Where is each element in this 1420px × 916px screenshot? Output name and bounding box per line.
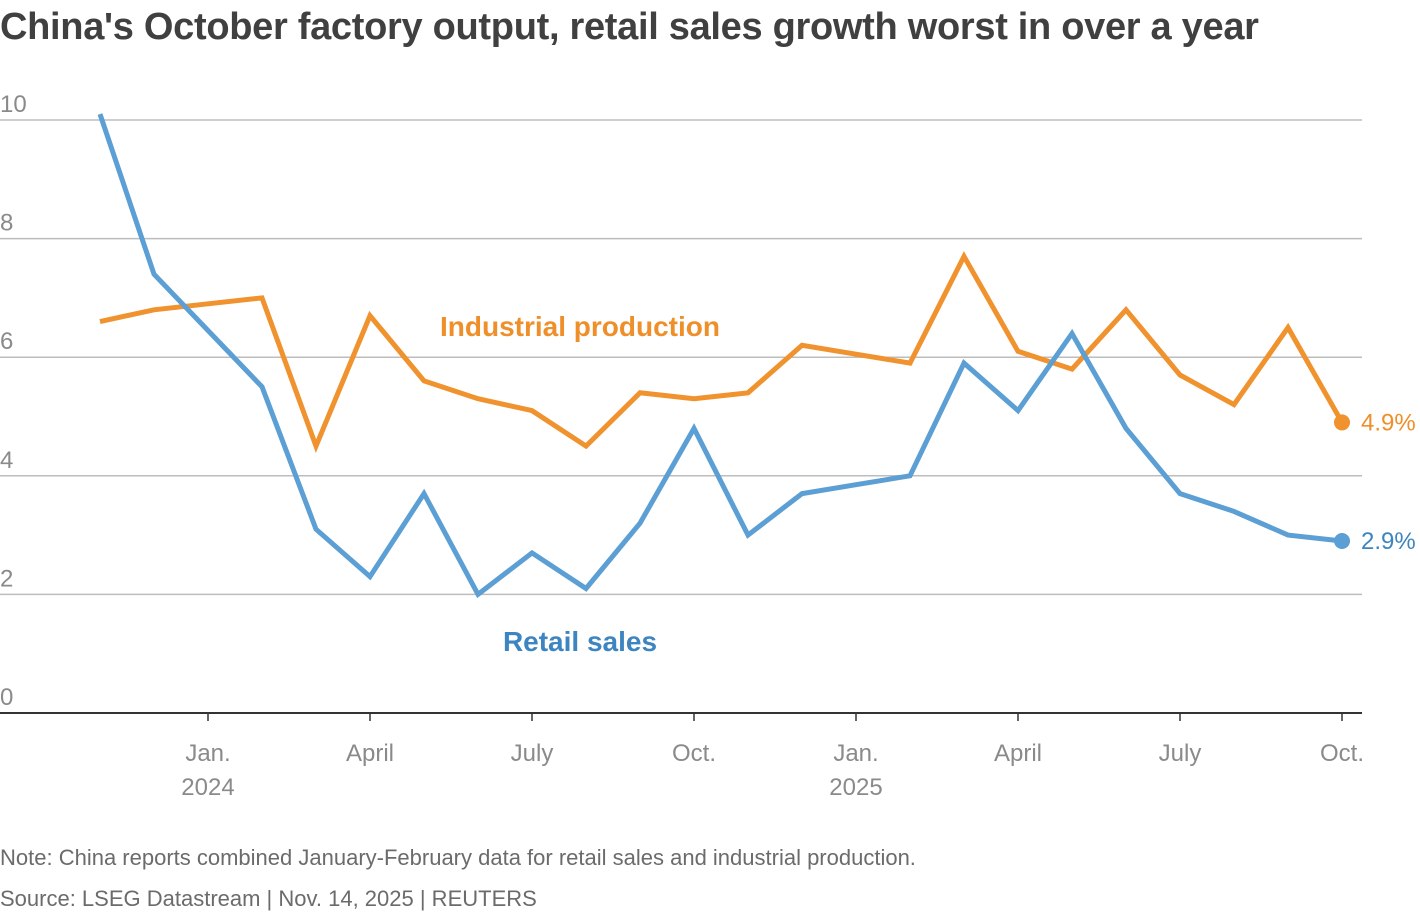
x-tick-label-2025-10: Oct. (1320, 740, 1364, 767)
series-end-point-retail-sales (1334, 533, 1350, 550)
x-axis: Jan. 2024 April July Oct. Jan. 2025 April July Oc… (181, 713, 1364, 801)
x-tick-year-2025: 2025 (829, 774, 882, 801)
y-axis: 0 2 4 6 8 10 (0, 91, 27, 711)
y-tick-label-2: 2 (0, 565, 13, 592)
x-tick-year-2024: 2024 (181, 774, 234, 801)
x-tick-label-2025-07: July (1159, 740, 1202, 767)
x-tick-label-2024-10: Oct. (672, 740, 716, 767)
series-end-label-industrial-production: 4.9% (1361, 409, 1416, 436)
y-tick-label-4: 4 (0, 447, 13, 474)
x-tick-label-2025-01: Jan. (833, 740, 878, 767)
chart-title: China's October factory output, retail s… (0, 6, 1259, 48)
x-tick-label-2025-04: April (994, 740, 1042, 767)
y-tick-label-0: 0 (0, 684, 13, 711)
x-tick-label-2024-04: April (346, 740, 394, 767)
chart-source: Source: LSEG Datastream | Nov. 14, 2025 … (0, 886, 537, 911)
series-labels: 4.9% Industrial production 2.9% Retail sale… (440, 311, 1416, 657)
x-tick-label-2024-07: July (511, 740, 554, 767)
x-tick-label-2024-01: Jan. (185, 740, 230, 767)
series-end-point-industrial-production (1334, 414, 1350, 431)
series-label-retail-sales: Retail sales (503, 626, 657, 657)
series-group (97, 113, 1350, 599)
series-line-industrial-production (99, 251, 1345, 453)
y-tick-label-8: 8 (0, 210, 13, 237)
chart-note: Note: China reports combined January-Feb… (0, 845, 916, 870)
y-tick-label-6: 6 (0, 328, 13, 355)
series-label-industrial-production: Industrial production (440, 311, 720, 342)
series-end-label-retail-sales: 2.9% (1361, 528, 1416, 555)
gridlines (0, 119, 1362, 596)
y-tick-label-10: 10 (0, 91, 27, 118)
series-line-retail-sales (97, 113, 1343, 599)
